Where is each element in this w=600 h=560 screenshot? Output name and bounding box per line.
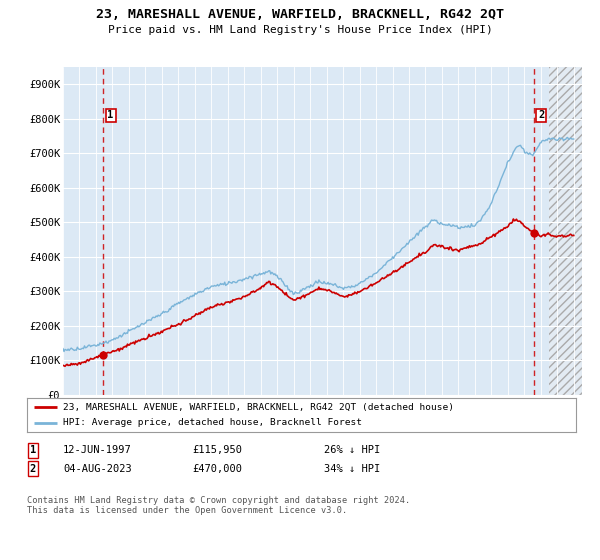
Text: 1: 1: [30, 445, 36, 455]
Text: 23, MARESHALL AVENUE, WARFIELD, BRACKNELL, RG42 2QT (detached house): 23, MARESHALL AVENUE, WARFIELD, BRACKNEL…: [62, 403, 454, 412]
Bar: [549, 67, 582, 395]
Text: 04-AUG-2023: 04-AUG-2023: [63, 464, 132, 474]
Bar: [549, 67, 582, 395]
Text: £115,950: £115,950: [192, 445, 242, 455]
Text: 26% ↓ HPI: 26% ↓ HPI: [324, 445, 380, 455]
Text: HPI: Average price, detached house, Bracknell Forest: HPI: Average price, detached house, Brac…: [62, 418, 362, 427]
Text: 1: 1: [107, 110, 114, 120]
Text: £470,000: £470,000: [192, 464, 242, 474]
Text: Contains HM Land Registry data © Crown copyright and database right 2024.
This d: Contains HM Land Registry data © Crown c…: [27, 496, 410, 515]
Text: 34% ↓ HPI: 34% ↓ HPI: [324, 464, 380, 474]
Text: 2: 2: [538, 110, 544, 120]
Text: 12-JUN-1997: 12-JUN-1997: [63, 445, 132, 455]
Text: 2: 2: [30, 464, 36, 474]
Bar: [549, 67, 582, 395]
Text: 23, MARESHALL AVENUE, WARFIELD, BRACKNELL, RG42 2QT: 23, MARESHALL AVENUE, WARFIELD, BRACKNEL…: [96, 8, 504, 21]
Text: Price paid vs. HM Land Registry's House Price Index (HPI): Price paid vs. HM Land Registry's House …: [107, 25, 493, 35]
